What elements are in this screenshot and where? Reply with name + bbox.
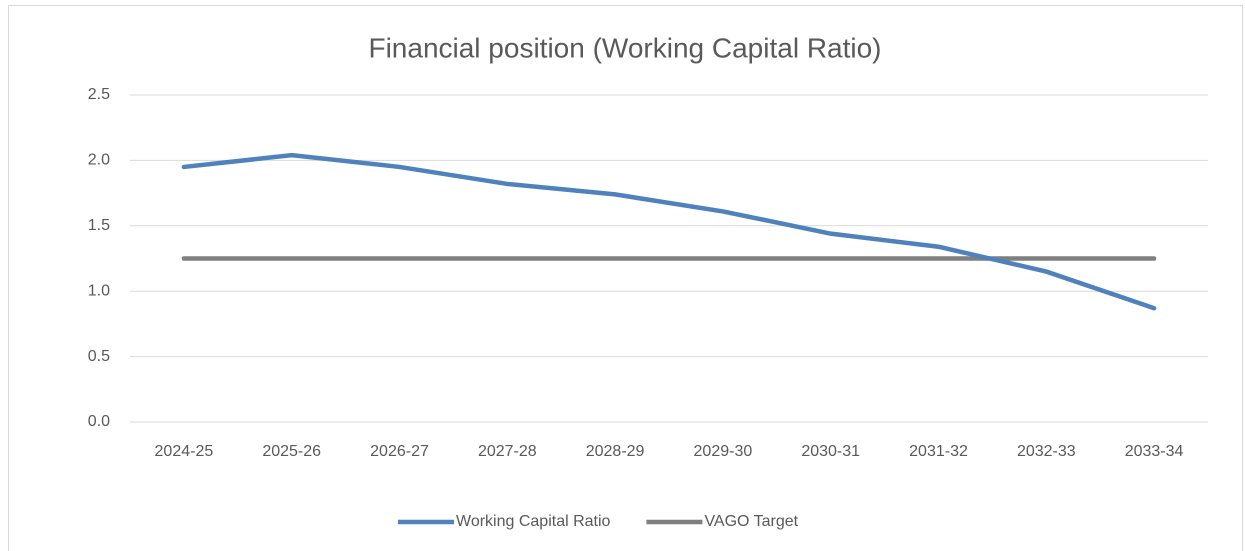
y-tick-label: 1.5 <box>88 217 110 234</box>
legend-label: VAGO Target <box>704 513 798 530</box>
x-tick-label: 2026-27 <box>370 443 429 460</box>
x-tick-label: 2032-33 <box>1017 443 1076 460</box>
x-tick-label: 2029-30 <box>694 443 753 460</box>
x-tick-label: 2030-31 <box>801 443 860 460</box>
legend-label: Working Capital Ratio <box>456 513 611 530</box>
x-tick-label: 2025-26 <box>262 443 321 460</box>
y-tick-label: 2.0 <box>88 152 110 169</box>
y-tick-label: 0.5 <box>88 348 110 365</box>
x-tick-label: 2024-25 <box>155 443 214 460</box>
chart-title: Financial position (Working Capital Rati… <box>368 32 881 63</box>
y-tick-label: 0.0 <box>88 413 110 430</box>
y-tick-label: 1.0 <box>88 282 110 299</box>
x-tick-label: 2027-28 <box>478 443 537 460</box>
chart-frame <box>8 5 1243 551</box>
y-tick-label: 2.5 <box>88 86 110 103</box>
x-tick-label: 2033-34 <box>1125 443 1184 460</box>
x-tick-label: 2028-29 <box>586 443 645 460</box>
data-line <box>181 152 1157 311</box>
x-tick-label: 2031-32 <box>909 443 968 460</box>
